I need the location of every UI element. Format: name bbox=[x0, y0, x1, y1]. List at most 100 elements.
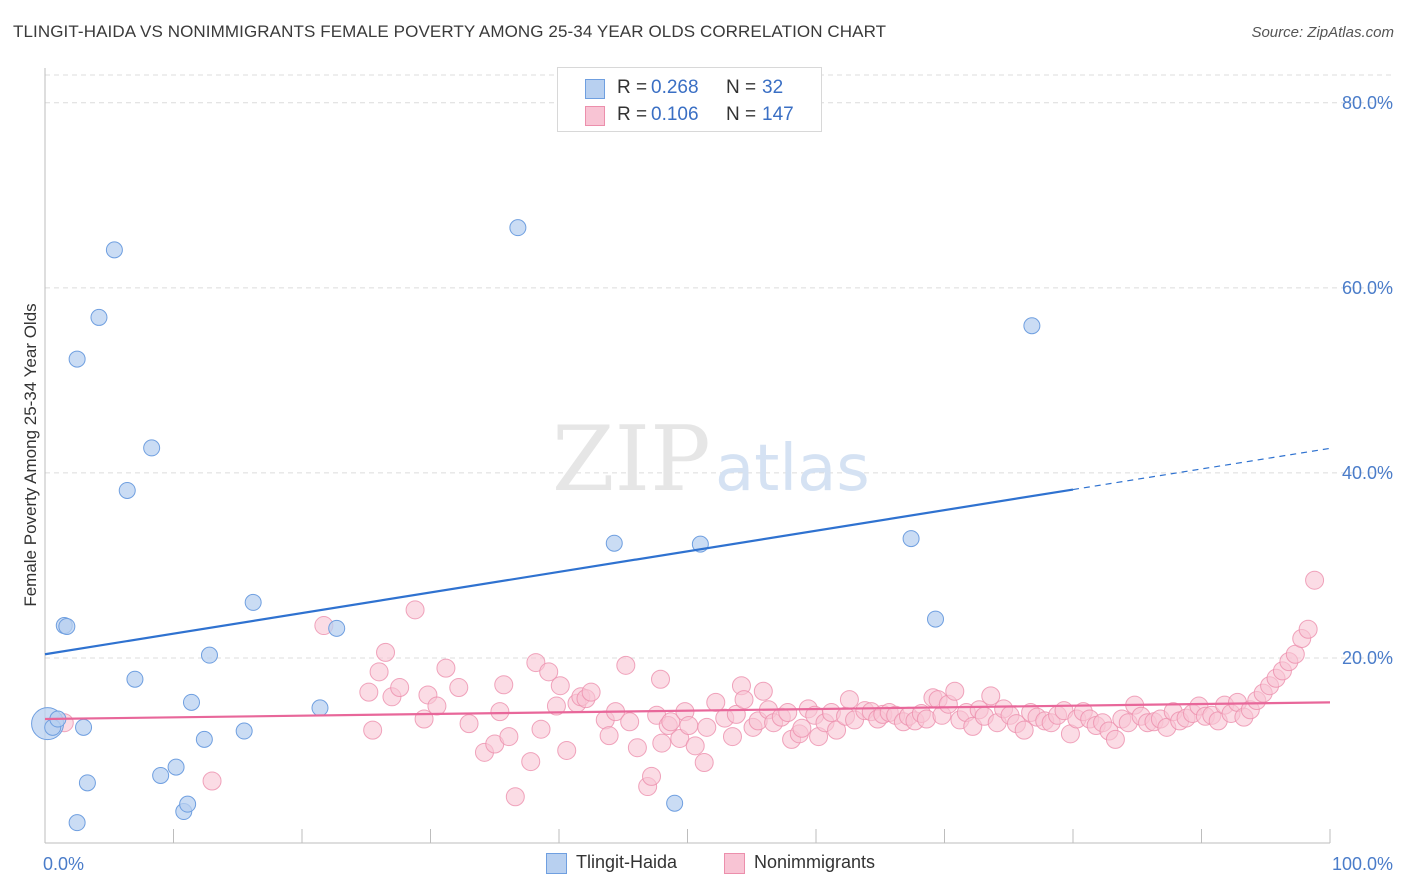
data-point-tlingit-haida bbox=[927, 610, 945, 628]
data-point-nonimmigrants bbox=[1105, 729, 1125, 749]
tick-labels: 20.0% 40.0% 60.0% 80.0% 0.0% 100.0% bbox=[43, 93, 1393, 874]
data-point-nonimmigrants bbox=[521, 752, 541, 772]
data-point-tlingit-haida bbox=[105, 241, 123, 259]
data-point-nonimmigrants bbox=[661, 712, 681, 732]
data-point-tlingit-haida bbox=[167, 758, 185, 776]
data-point-tlingit-haida bbox=[195, 730, 213, 748]
legend-r-label: R = bbox=[617, 77, 648, 98]
legend-n-label: N = bbox=[726, 77, 757, 98]
data-point-nonimmigrants bbox=[839, 690, 859, 710]
data-point-tlingit-haida bbox=[78, 774, 96, 792]
data-point-nonimmigrants bbox=[945, 681, 965, 701]
x-tick-label: 100.0% bbox=[1332, 854, 1393, 874]
data-point-nonimmigrants bbox=[494, 675, 514, 695]
bottom-legend-label: Nonimmigrants bbox=[754, 852, 876, 872]
data-point-tlingit-haida bbox=[328, 619, 346, 637]
y-tick-label: 80.0% bbox=[1342, 93, 1393, 113]
legend-r-label: R = bbox=[617, 104, 648, 125]
data-point-tlingit-haida bbox=[902, 530, 920, 548]
data-point-nonimmigrants bbox=[490, 702, 510, 722]
data-point-nonimmigrants bbox=[599, 726, 619, 746]
legend-swatch-blue bbox=[585, 79, 605, 99]
data-point-tlingit-haida bbox=[152, 766, 170, 784]
data-point-nonimmigrants bbox=[1298, 619, 1318, 639]
data-point-tlingit-haida bbox=[605, 534, 623, 552]
x-tick-label: 0.0% bbox=[43, 854, 84, 874]
gridlines bbox=[45, 74, 1395, 659]
data-point-nonimmigrants bbox=[499, 727, 519, 747]
data-point-nonimmigrants bbox=[550, 676, 570, 696]
data-point-tlingit-haida bbox=[118, 481, 136, 499]
data-point-nonimmigrants bbox=[1305, 570, 1325, 590]
data-point-nonimmigrants bbox=[202, 771, 222, 791]
data-point-tlingit-haida bbox=[666, 794, 684, 812]
y-tick-label: 40.0% bbox=[1342, 463, 1393, 483]
data-point-nonimmigrants bbox=[778, 703, 798, 723]
watermark-zip: ZIP bbox=[552, 407, 711, 512]
data-point-nonimmigrants bbox=[436, 658, 456, 678]
data-point-tlingit-haida bbox=[126, 670, 144, 688]
data-point-nonimmigrants bbox=[531, 719, 551, 739]
data-point-nonimmigrants bbox=[620, 712, 640, 732]
bottom-legend-swatch-pink bbox=[724, 853, 745, 874]
legend-row-nonimmigrants: R = 0.106 N = 147 bbox=[558, 102, 821, 130]
bottom-legend-swatch-blue bbox=[546, 853, 567, 874]
data-point-tlingit-haida bbox=[68, 350, 86, 368]
data-point-nonimmigrants bbox=[363, 720, 383, 740]
data-point-nonimmigrants bbox=[581, 682, 601, 702]
legend-row-tlingit-haida: R = 0.268 N = 32 bbox=[558, 75, 821, 103]
trendlines bbox=[44, 447, 1331, 721]
data-point-nonimmigrants bbox=[670, 728, 690, 748]
data-point-nonimmigrants bbox=[1014, 720, 1034, 740]
legend-r-value: 0.268 bbox=[651, 77, 699, 98]
data-point-nonimmigrants bbox=[405, 600, 425, 620]
data-point-tlingit-haida bbox=[182, 693, 200, 711]
data-point-nonimmigrants bbox=[369, 662, 389, 682]
trendline-tlingit-haida bbox=[44, 488, 1074, 656]
data-point-nonimmigrants bbox=[685, 736, 705, 756]
watermark: ZIP atlas bbox=[552, 407, 870, 512]
series-nonimmigrants bbox=[54, 570, 1325, 807]
data-point-nonimmigrants bbox=[697, 717, 717, 737]
data-point-nonimmigrants bbox=[557, 740, 577, 760]
data-point-nonimmigrants bbox=[539, 662, 559, 682]
data-point-nonimmigrants bbox=[627, 738, 647, 758]
data-point-nonimmigrants bbox=[359, 682, 379, 702]
data-point-nonimmigrants bbox=[390, 678, 410, 698]
trendline-tlingit-haida-extension bbox=[1072, 447, 1331, 491]
watermark-atlas: atlas bbox=[715, 432, 870, 506]
data-point-nonimmigrants bbox=[449, 678, 469, 698]
data-point-nonimmigrants bbox=[792, 718, 812, 738]
correlation-legend: R = 0.268 N = 32 R = 0.106 N = 147 bbox=[557, 67, 822, 132]
data-point-nonimmigrants bbox=[679, 715, 699, 735]
data-point-nonimmigrants bbox=[427, 696, 447, 716]
data-point-nonimmigrants bbox=[694, 752, 714, 772]
data-point-nonimmigrants bbox=[753, 681, 773, 701]
data-point-nonimmigrants bbox=[827, 720, 847, 740]
data-point-nonimmigrants bbox=[616, 655, 636, 675]
trendline-nonimmigrants bbox=[44, 701, 1331, 721]
data-point-tlingit-haida bbox=[68, 814, 86, 832]
data-point-tlingit-haida bbox=[235, 722, 253, 740]
data-point-nonimmigrants bbox=[652, 733, 672, 753]
data-point-nonimmigrants bbox=[642, 766, 662, 786]
legend-r-value: 0.106 bbox=[651, 104, 699, 125]
data-point-tlingit-haida bbox=[90, 308, 108, 326]
data-point-tlingit-haida bbox=[200, 646, 218, 664]
legend-n-value: 32 bbox=[762, 77, 784, 98]
data-point-nonimmigrants bbox=[706, 692, 726, 712]
data-point-tlingit-haida bbox=[1023, 317, 1041, 335]
data-point-tlingit-haida bbox=[143, 439, 161, 457]
y-tick-label: 60.0% bbox=[1342, 278, 1393, 298]
chart-title: TLINGIT-HAIDA VS NONIMMIGRANTS FEMALE PO… bbox=[13, 22, 887, 41]
source-label: Source: ZipAtlas.com bbox=[1251, 24, 1394, 41]
data-point-nonimmigrants bbox=[651, 669, 671, 689]
data-point-nonimmigrants bbox=[981, 686, 1001, 706]
data-point-tlingit-haida bbox=[244, 593, 262, 611]
data-point-nonimmigrants bbox=[546, 696, 566, 716]
data-point-nonimmigrants bbox=[376, 642, 396, 662]
data-point-nonimmigrants bbox=[734, 690, 754, 710]
data-point-tlingit-haida bbox=[58, 617, 76, 635]
data-point-nonimmigrants bbox=[459, 714, 479, 734]
